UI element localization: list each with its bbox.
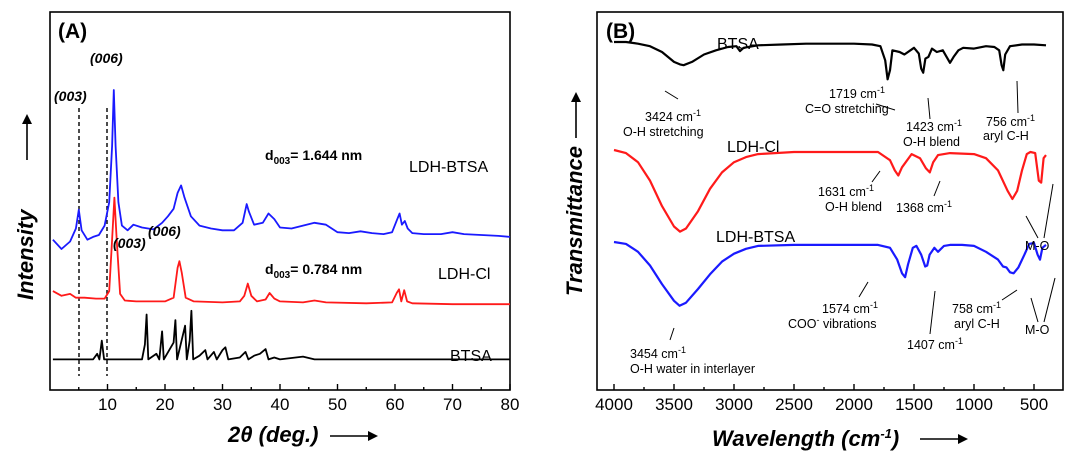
panel-a-xtick-label-40: 40	[271, 395, 290, 414]
hkl-003-label-mid: (003)	[113, 235, 146, 251]
ann-3424: 3424 cm-1 O-H stretching	[623, 90, 704, 139]
ann-mo-lower: M-O	[1025, 277, 1056, 337]
series-label-btsa-ir: BTSA	[717, 36, 759, 53]
panel-a-x-arrow	[330, 431, 378, 441]
series-label-ldh-cl: LDH-Cl	[438, 266, 490, 283]
svg-text:aryl C-H: aryl C-H	[983, 129, 1029, 143]
panel-b-label: (B)	[606, 20, 635, 43]
ann-1368: 1368 cm-1	[896, 180, 952, 215]
ann-1719: 1719 cm-1 C=O stretching	[805, 85, 896, 116]
panel-a-y-arrow	[22, 114, 32, 160]
svg-text:M-O: M-O	[1025, 239, 1050, 253]
ann-758: 758 cm-1 aryl C-H	[952, 289, 1018, 331]
svg-text:756 cm-1: 756 cm-1	[986, 113, 1035, 129]
panel-b: (B) 4000 3500 3000 2500 2000 1500 1000 500 BTSA…	[562, 11, 1064, 451]
svg-text:O-H stretching: O-H stretching	[623, 125, 704, 139]
svg-text:O-H water in interlayer: O-H water in interlayer	[630, 362, 755, 376]
ann-756: 756 cm-1 aryl C-H	[983, 80, 1035, 143]
svg-text:3424 cm-1: 3424 cm-1	[645, 108, 701, 124]
svg-text:1631 cm-1: 1631 cm-1	[818, 183, 874, 199]
ann-mo-upper: M-O	[1025, 183, 1054, 253]
ann-3454: 3454 cm-1 O-H water in interlayer	[630, 327, 755, 376]
panel-b-xtick-label-1500: 1500	[895, 395, 933, 414]
svg-text:O-H blend: O-H blend	[825, 200, 882, 214]
svg-text:M-O: M-O	[1025, 323, 1050, 337]
ann-1423: 1423 cm-1 O-H blend	[903, 97, 962, 149]
panel-a-xtick-label-70: 70	[443, 395, 462, 414]
svg-text:1574 cm-1: 1574 cm-1	[822, 300, 878, 316]
ir-series-ldh-btsa	[613, 240, 1047, 307]
ann-1631: 1631 cm-1 O-H blend	[818, 170, 882, 214]
svg-text:1719 cm-1: 1719 cm-1	[829, 85, 885, 101]
panel-b-xtick-label-3000: 3000	[715, 395, 753, 414]
panel-a-xtick-label-60: 60	[386, 395, 405, 414]
panel-b-xtick-label-2000: 2000	[835, 395, 873, 414]
series-label-ldh-btsa: LDH-BTSA	[409, 159, 488, 176]
panel-b-y-axis-label: Transmittance	[562, 146, 587, 296]
ann-1407: 1407 cm-1	[907, 290, 963, 352]
xrd-series-ldh-btsa	[52, 89, 511, 250]
panel-a-xtick-label-50: 50	[328, 395, 347, 414]
panel-b-xtick-label-4000: 4000	[595, 395, 633, 414]
panel-a-label: (A)	[58, 20, 87, 43]
panel-b-x-arrow	[920, 434, 968, 444]
ir-series-btsa	[614, 40, 1047, 81]
hkl-003-label-top: (003)	[54, 88, 87, 104]
panel-a-x-axis-label: 2θ (deg.)	[227, 422, 319, 447]
panel-a-xtick-label-30: 30	[213, 395, 232, 414]
d003-label-ldh-btsa: d003= 1.644 nm	[265, 147, 362, 167]
panel-b-frame	[596, 11, 1064, 391]
panel-a-series	[52, 89, 511, 361]
panel-a-xtick-label-80: 80	[501, 395, 520, 414]
panel-a: (A) 10 20 30 40 50 60 70 80 (003) (006) (003) (…	[13, 11, 520, 447]
svg-text:aryl C-H: aryl C-H	[954, 317, 1000, 331]
xrd-series-ldh-cl	[52, 196, 510, 306]
panel-b-xtick-label-500: 500	[1020, 395, 1048, 414]
hkl-006-label-mid: (006)	[148, 223, 181, 239]
svg-text:COO- vibrations: COO- vibrations	[788, 315, 876, 331]
d003-label-ldh-cl: d003= 0.784 nm	[265, 261, 362, 281]
series-label-btsa: BTSA	[450, 348, 492, 365]
panel-a-x-ticks: 10 20 30 40 50 60 70 80	[78, 384, 520, 414]
panel-a-y-axis-label: Intensity	[13, 208, 38, 300]
svg-text:O-H blend: O-H blend	[903, 135, 960, 149]
svg-text:1407 cm-1: 1407 cm-1	[907, 336, 963, 352]
series-label-ldh-cl-ir: LDH-Cl	[727, 139, 779, 156]
panel-b-y-arrow	[571, 92, 581, 138]
hkl-006-label-top: (006)	[90, 50, 123, 66]
panel-a-xtick-label-10: 10	[98, 395, 117, 414]
panel-b-xtick-label-1000: 1000	[955, 395, 993, 414]
ann-1574: 1574 cm-1 COO- vibrations	[788, 281, 878, 331]
ir-series-ldh-cl	[613, 148, 1047, 233]
panel-b-series	[613, 40, 1047, 307]
panel-a-xtick-label-20: 20	[156, 395, 175, 414]
svg-text:758 cm-1: 758 cm-1	[952, 300, 1001, 316]
panel-b-xtick-label-2500: 2500	[775, 395, 813, 414]
panel-b-x-axis-label: Wavelength (cm-1)	[712, 426, 899, 451]
panel-b-x-ticks: 4000 3500 3000 2500 2000 1500 1000 500	[595, 384, 1048, 414]
svg-text:C=O stretching: C=O stretching	[805, 102, 889, 116]
svg-text:3454 cm-1: 3454 cm-1	[630, 345, 686, 361]
panel-b-xtick-label-3500: 3500	[655, 395, 693, 414]
svg-text:1368 cm-1: 1368 cm-1	[896, 199, 952, 215]
series-label-ldh-btsa-ir: LDH-BTSA	[716, 229, 795, 246]
svg-text:1423 cm-1: 1423 cm-1	[906, 118, 962, 134]
xrd-series-btsa	[52, 309, 510, 361]
